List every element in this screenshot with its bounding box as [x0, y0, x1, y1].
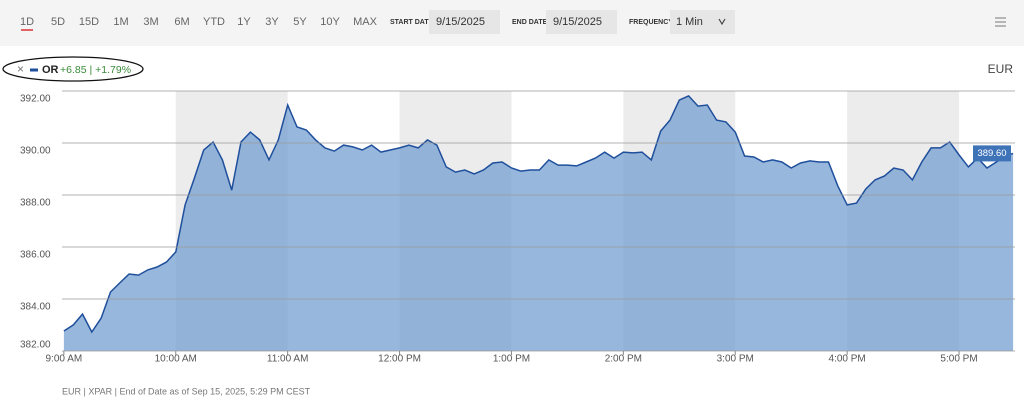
- y-tick-label: 384.00: [20, 302, 51, 313]
- footer: EUR | XPAR | End of Date as of Sep 15, 2…: [62, 386, 311, 396]
- start-input[interactable]: [429, 10, 500, 34]
- x-tick-label: 1:00 PM: [493, 354, 530, 365]
- range-button[interactable]: 10Y: [320, 16, 340, 28]
- x-tick-label: 10:00 AM: [155, 354, 197, 365]
- range-button[interactable]: 3Y: [265, 16, 279, 28]
- y-tick-label: 386.00: [20, 250, 51, 261]
- x-tick-label: 3:00 PM: [717, 354, 754, 365]
- x-tick-label: 9:00 AM: [46, 354, 83, 365]
- area-fill: [63, 95, 1014, 352]
- end-date[interactable]: 9/15/2025: [553, 16, 602, 28]
- range-button[interactable]: 5D: [51, 16, 65, 28]
- range-button[interactable]: 5Y: [293, 16, 307, 28]
- x-tick-label: 5:00 PM: [940, 354, 977, 365]
- range-button[interactable]: YTD: [203, 16, 225, 28]
- price-line: [63, 94, 1014, 334]
- range-button[interactable]: MAX: [353, 16, 378, 28]
- start-label: START DATE: [390, 19, 434, 26]
- dropdown-chevron[interactable]: [718, 18, 726, 26]
- x-tick-label: 12:00 PM: [378, 354, 421, 365]
- frequency[interactable]: 1 Min: [676, 16, 703, 28]
- start-date[interactable]: 9/15/2025: [436, 16, 485, 28]
- x-tick-label: 2:00 PM: [605, 354, 642, 365]
- currency: EUR: [988, 62, 1014, 76]
- range-button[interactable]: 3M: [143, 16, 158, 28]
- end-input[interactable]: [546, 10, 617, 34]
- x-tick-label: 11:00 AM: [267, 354, 309, 365]
- y-tick-label: 390.00: [20, 146, 51, 157]
- legend-symbol: OR: [42, 64, 59, 76]
- range-button[interactable]: 15D: [79, 16, 99, 28]
- end-label: END DATE: [512, 19, 548, 26]
- toolbar: [0, 0, 1024, 46]
- last-price-box: [973, 145, 1011, 162]
- last-price-label: 389.60: [977, 148, 1006, 159]
- range-button[interactable]: 1M: [113, 16, 128, 28]
- range-button[interactable]: 6M: [174, 16, 189, 28]
- legend-change: +6.85 | +1.79%: [60, 64, 131, 76]
- y-tick-label: 388.00: [20, 198, 51, 209]
- y-tick-label: 392.00: [20, 94, 51, 105]
- x-tick-label: 4:00 PM: [829, 354, 866, 365]
- frequency-select[interactable]: [670, 10, 735, 34]
- y-tick-label: 382.00: [20, 340, 51, 351]
- legend-close[interactable]: ×: [17, 62, 24, 76]
- range-button[interactable]: 1D: [20, 16, 34, 28]
- menu-icon[interactable]: [995, 17, 1006, 27]
- range-button[interactable]: 1Y: [237, 16, 251, 28]
- frequency-label: FREQUENCY: [629, 19, 673, 26]
- highlight-circle: [2, 56, 144, 82]
